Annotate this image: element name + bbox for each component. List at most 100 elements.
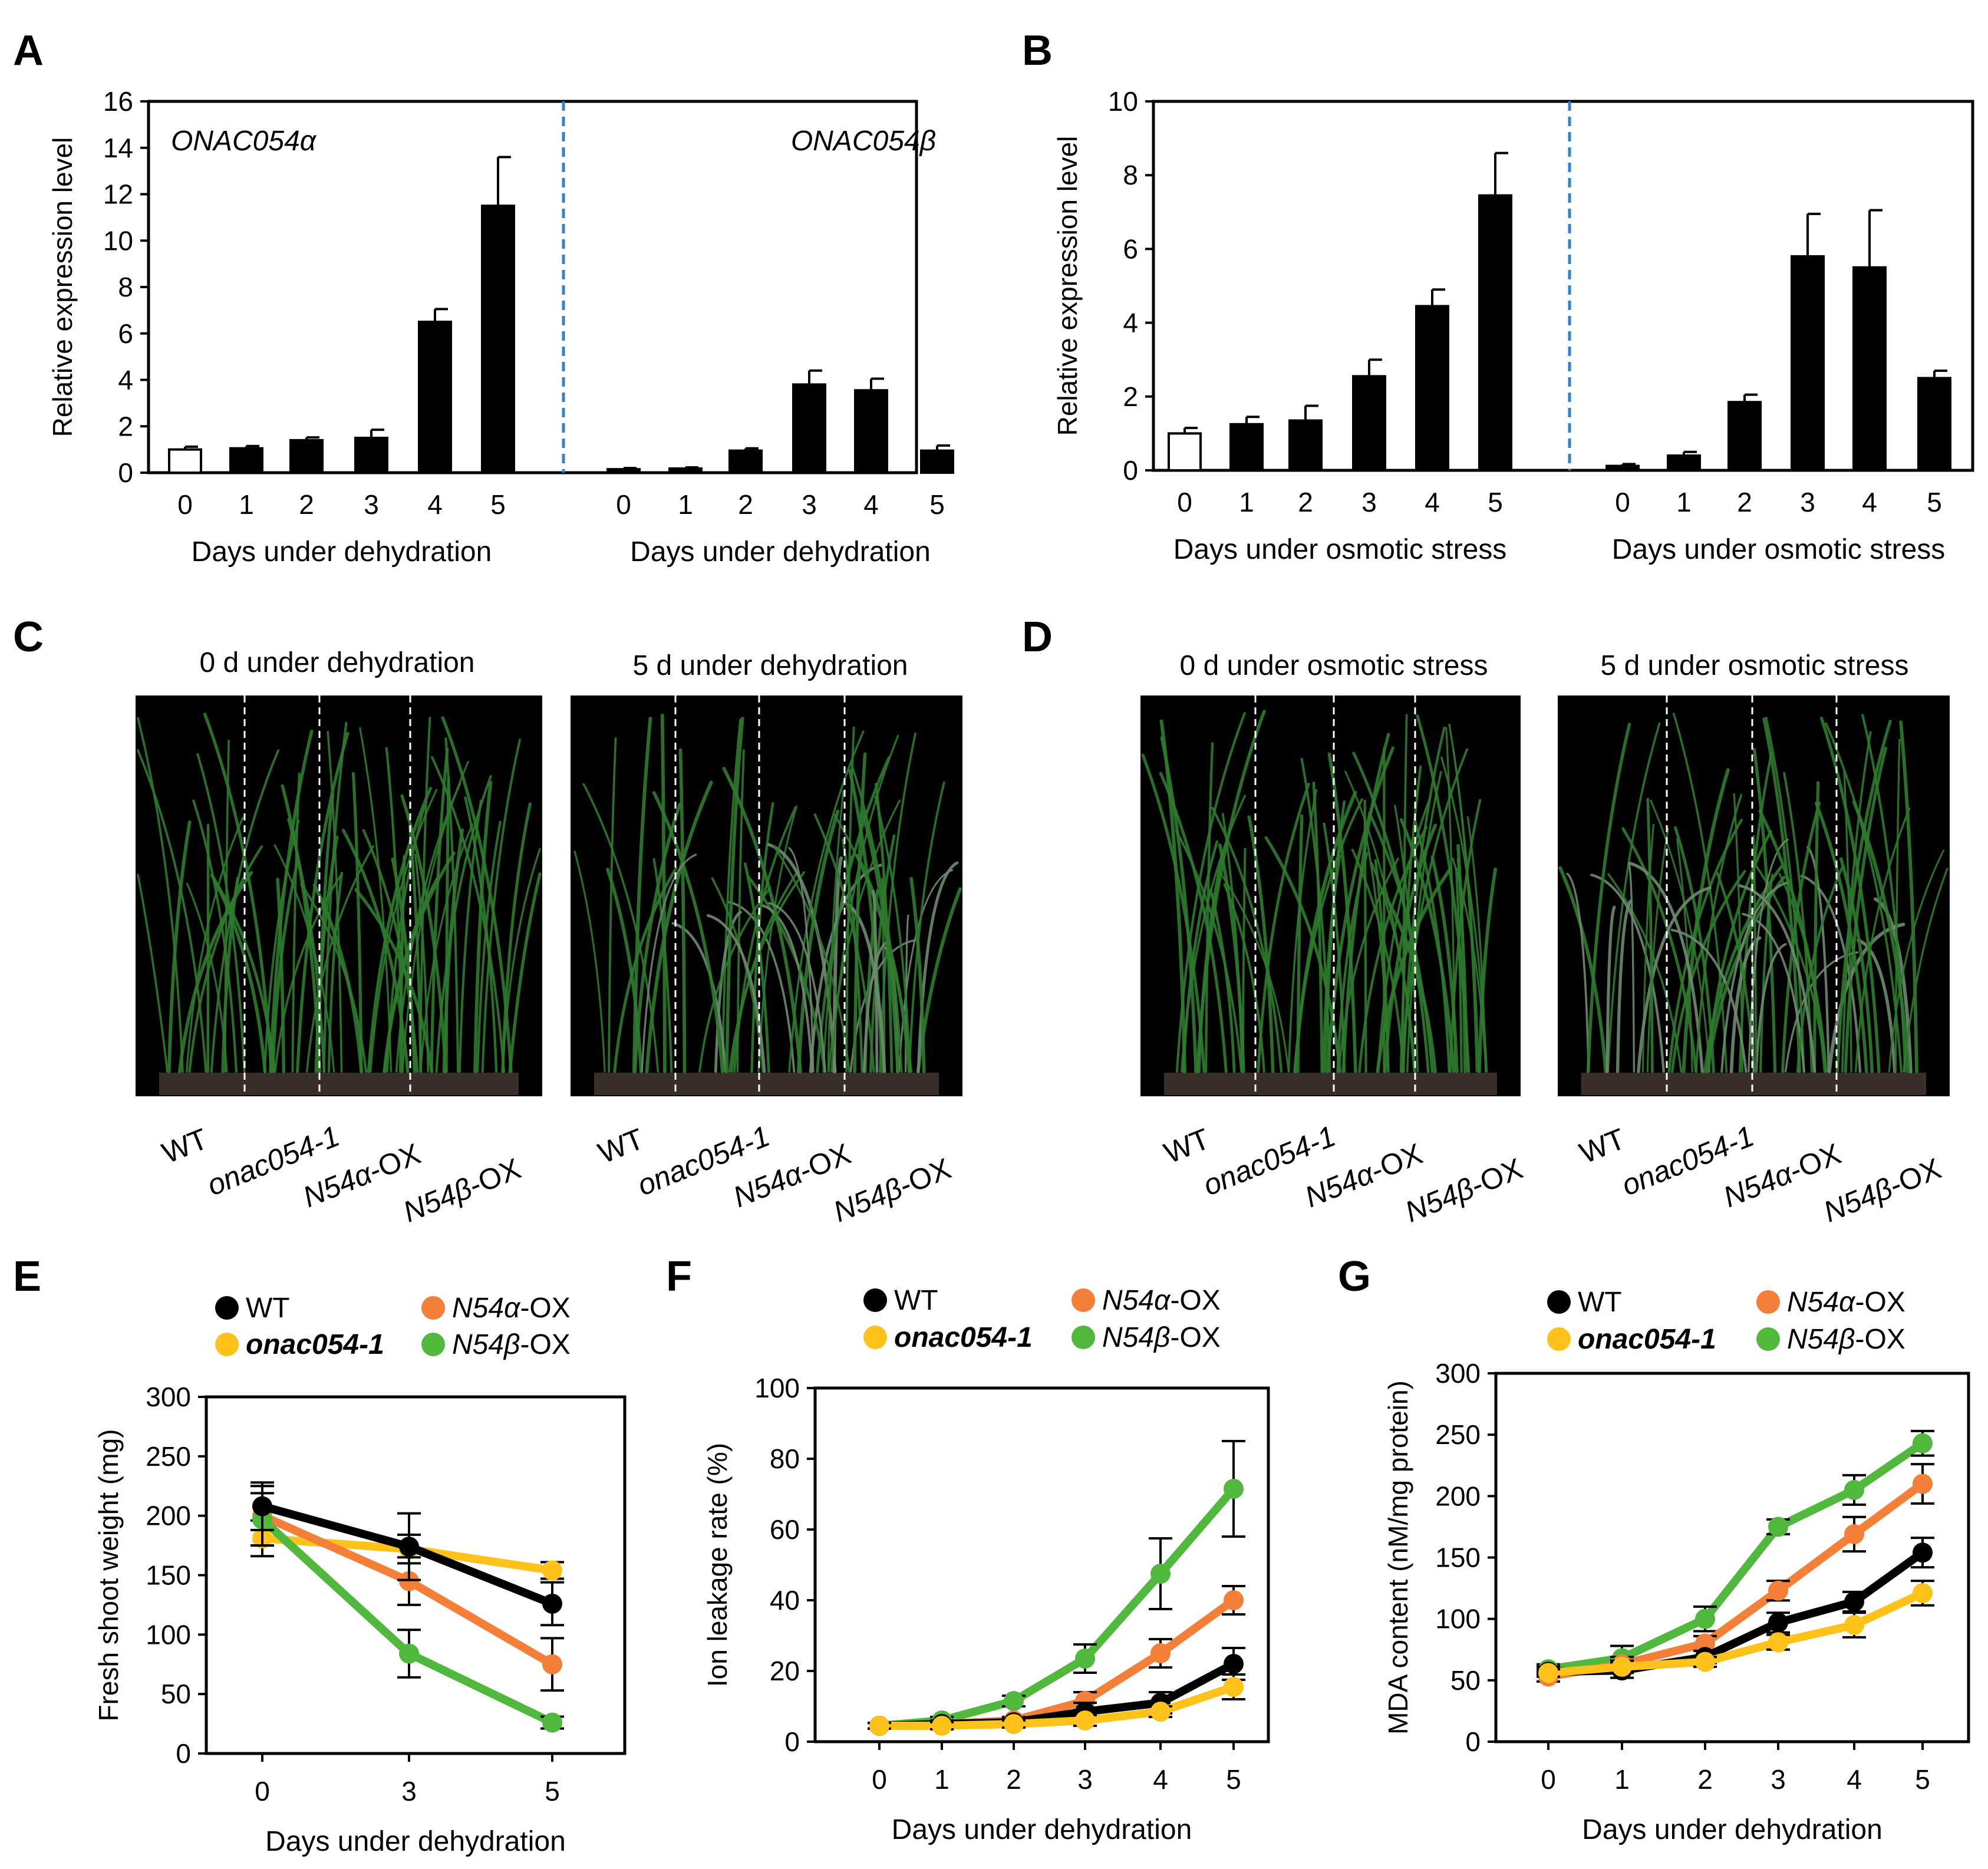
x-tick-label: 0 (1177, 487, 1192, 517)
x-tick-label: 1 (239, 489, 254, 520)
legend-label-alpha-post: -OX (1170, 1285, 1220, 1316)
genotype-label-it: N54β (1400, 1171, 1479, 1228)
x-tick-label: 2 (299, 489, 314, 520)
bar (1288, 419, 1323, 472)
data-point (542, 1654, 562, 1674)
plant-leaf (872, 889, 879, 1073)
x-tick-label: 5 (1927, 487, 1942, 517)
panel-letter-c: C (13, 614, 44, 661)
y-tick-label: 0 (1465, 1726, 1481, 1757)
bar (854, 389, 888, 474)
x-tick-label: 0 (1615, 487, 1630, 517)
plant-leaf (1416, 714, 1471, 1073)
plant-leaf (1628, 863, 1636, 1073)
plant-leaf (212, 876, 276, 1073)
plant-leaf (473, 780, 493, 1073)
y-axis-label: Relative expression level (1052, 136, 1083, 436)
plant-leaf (327, 730, 343, 1073)
x-tick-label: 4 (427, 489, 443, 520)
bar (289, 439, 324, 474)
plant-leaf (660, 713, 667, 1073)
plant-leaf (706, 914, 766, 1073)
plant-leaf (1205, 742, 1214, 1073)
plant-leaf (1738, 751, 1773, 1073)
plant-leaf (327, 872, 344, 1073)
plant-leaf (641, 853, 697, 1073)
data-point (1844, 1479, 1864, 1500)
y-tick-label: 100 (146, 1619, 191, 1650)
plant-leaves (1141, 710, 1498, 1073)
bar (1415, 305, 1449, 472)
plant-leaf (862, 941, 888, 1073)
plant-leaf (1755, 942, 1787, 1073)
bar (354, 436, 388, 474)
x-tick-label: 3 (1771, 1764, 1786, 1795)
legend-label-alpha: N54α-OX (1787, 1287, 1905, 1318)
legend-label-alpha-post: -OX (520, 1293, 570, 1324)
x-tick-label: 5 (1915, 1764, 1930, 1795)
plant-leaf (678, 748, 687, 1073)
genotype-label-post: -OX (1785, 1137, 1845, 1187)
data-point (1695, 1608, 1715, 1629)
x-axis-label: Days under osmotic stress (1612, 534, 1946, 565)
plant-leaf (1247, 815, 1275, 1073)
bar (1352, 375, 1386, 472)
x-tick-label: 4 (1847, 1764, 1862, 1795)
x-tick-label: 4 (1153, 1764, 1168, 1795)
legend-label-wt: WT (1578, 1287, 1622, 1318)
x-axis-label: Days under dehydration (265, 1826, 566, 1857)
plant-leaf (788, 847, 815, 1073)
series-line (1548, 1589, 1924, 1677)
data-point (1768, 1580, 1788, 1601)
plant-leaf (767, 843, 837, 1073)
genotype-label-post: WT (1575, 1122, 1630, 1170)
bar (668, 467, 703, 474)
genotype-label-post: -OX (895, 1152, 955, 1202)
plant-leaf (196, 753, 246, 1073)
y-tick-label: 100 (1435, 1604, 1481, 1634)
plant-leaf (822, 855, 853, 1073)
x-tick-label: 0 (1541, 1764, 1556, 1795)
x-tick-label: 3 (1800, 487, 1815, 517)
x-tick-label: 1 (934, 1764, 950, 1795)
plant-leaf (652, 791, 724, 1073)
plant-leaf (1590, 873, 1665, 1073)
genotype-label-it: N54β (1819, 1171, 1897, 1228)
legend-label-onac-it: onac054-1 (894, 1322, 1033, 1353)
y-tick-label: 300 (1435, 1358, 1481, 1389)
plant-leaf (796, 809, 840, 1073)
y-tick-label: 0 (784, 1726, 800, 1757)
bar (920, 449, 954, 474)
legend-label-wt: WT (894, 1285, 938, 1316)
data-point (542, 1560, 562, 1581)
legend-marker-alpha (421, 1296, 445, 1320)
plant-leaf (305, 845, 374, 1073)
legend-label-onac: onac054-1 (1578, 1324, 1716, 1355)
plant-leaf (1394, 805, 1419, 1073)
y-tick-label: 4 (118, 365, 133, 395)
plant-leaf (1781, 802, 1821, 1073)
y-axis-label: Relative expression level (47, 137, 78, 437)
y-tick-label: 50 (161, 1679, 191, 1709)
legend-marker-wt (863, 1288, 887, 1312)
plant-leaf (1720, 881, 1790, 1073)
plant-leaf (1813, 781, 1820, 1073)
bar (229, 447, 263, 474)
x-tick-label: 0 (872, 1764, 887, 1795)
bar (1852, 266, 1887, 472)
x-tick-label: 1 (1614, 1764, 1630, 1795)
data-point (1768, 1612, 1788, 1633)
plant-leaf (761, 904, 814, 1073)
genotype-label-post: WT (594, 1122, 648, 1170)
plant-leaf (501, 848, 541, 1073)
legend-marker-beta (1756, 1327, 1780, 1351)
data-point (1844, 1524, 1864, 1544)
plant-leaf (1628, 861, 1704, 1073)
plant-leaf (725, 717, 744, 1073)
plant-leaf (1182, 840, 1219, 1073)
data-point (252, 1496, 272, 1517)
series-line (1547, 1439, 1925, 1674)
legend-label-beta-it: N54β (1787, 1324, 1855, 1355)
plant-leaf (845, 726, 855, 1073)
plant-leaf (1175, 712, 1246, 1073)
